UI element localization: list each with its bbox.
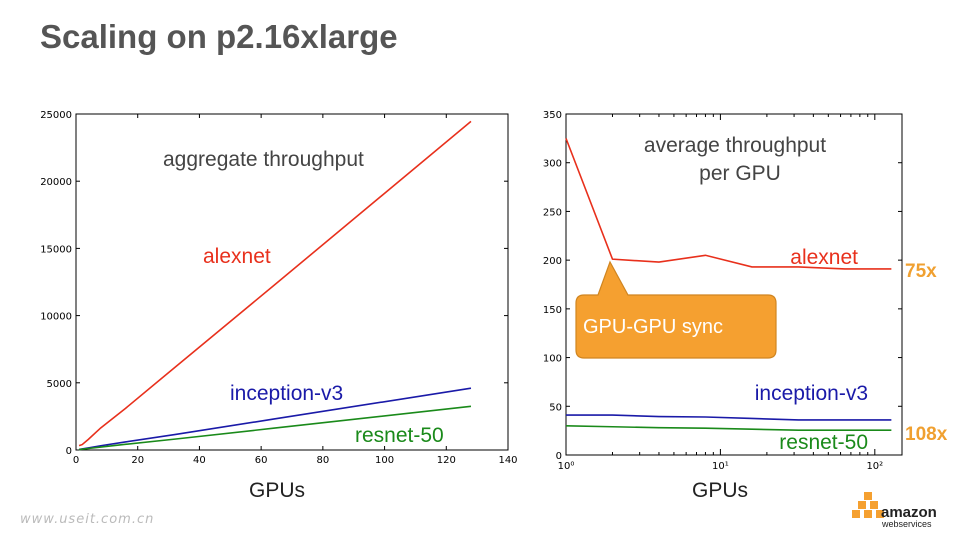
right-ytick-label: 100 xyxy=(543,354,562,365)
left-series-alexnet xyxy=(78,120,472,447)
right-label-inception: inception-v3 xyxy=(755,382,868,405)
aws-logo: amazon webservices xyxy=(852,492,937,529)
right-series-alexnet xyxy=(565,138,892,270)
right-series-inception-v3 xyxy=(566,414,892,421)
right-plot-frame xyxy=(565,113,903,456)
watermark: www.useit.com.cn xyxy=(20,512,155,527)
left-ytick-label: 15000 xyxy=(40,244,72,255)
left-ytick-label: 20000 xyxy=(40,177,72,188)
left-xtick-label: 120 xyxy=(437,455,456,466)
right-ytick-label: 350 xyxy=(543,110,562,121)
left-label-alexnet: alexnet xyxy=(203,245,271,268)
left-xtick-label: 100 xyxy=(375,455,394,466)
left-xtick-label: 140 xyxy=(498,455,517,466)
right-ytick-label: 200 xyxy=(543,256,562,267)
ratio-alexnet: 75x xyxy=(905,261,937,282)
callout-text: GPU-GPU sync xyxy=(583,316,723,338)
left-xlabel: GPUs xyxy=(249,479,305,502)
right-annotation-line2: per GPU xyxy=(699,162,781,185)
left-xtick-label: 80 xyxy=(316,455,329,466)
aws-logo-line1: amazon xyxy=(881,504,937,521)
aws-logo-line2: webservices xyxy=(881,519,932,529)
right-ytick-label: 300 xyxy=(543,159,562,170)
right-ytick-label: 250 xyxy=(543,207,562,218)
right-label-resnet: resnet-50 xyxy=(779,431,868,454)
left-xtick-label: 40 xyxy=(193,455,206,466)
left-ytick-label: 10000 xyxy=(40,312,72,323)
ratio-resnet: 108x xyxy=(905,424,948,445)
aws-cubes-icon xyxy=(852,492,884,518)
right-xtick-label: 10² xyxy=(866,461,883,472)
right-ytick-label: 150 xyxy=(543,305,562,316)
left-ytick-label: 5000 xyxy=(47,379,72,390)
callout-bubble xyxy=(575,260,777,359)
left-label-resnet: resnet-50 xyxy=(355,424,444,447)
right-annotation-line1: average throughput xyxy=(644,134,826,157)
left-plot-frame xyxy=(75,113,509,451)
left-xtick-label: 60 xyxy=(255,455,268,466)
left-ytick-label: 0 xyxy=(66,446,72,457)
left-series-resnet-50 xyxy=(78,405,472,451)
left-xtick-label: 0 xyxy=(73,455,79,466)
left-ytick-label: 25000 xyxy=(40,110,72,121)
right-label-alexnet: alexnet xyxy=(790,246,858,269)
slide-title: Scaling on p2.16xlarge xyxy=(40,18,398,55)
left-annotation: aggregate throughput xyxy=(163,148,364,171)
right-xlabel: GPUs xyxy=(692,479,748,502)
right-xtick-label: 10⁰ xyxy=(558,461,575,472)
right-series-resnet-50 xyxy=(565,424,892,431)
right-xtick-label: 10¹ xyxy=(712,461,729,472)
right-ytick-label: 0 xyxy=(556,451,562,462)
left-label-inception: inception-v3 xyxy=(230,382,343,405)
right-ytick-label: 50 xyxy=(549,402,562,413)
left-xtick-label: 20 xyxy=(131,455,144,466)
